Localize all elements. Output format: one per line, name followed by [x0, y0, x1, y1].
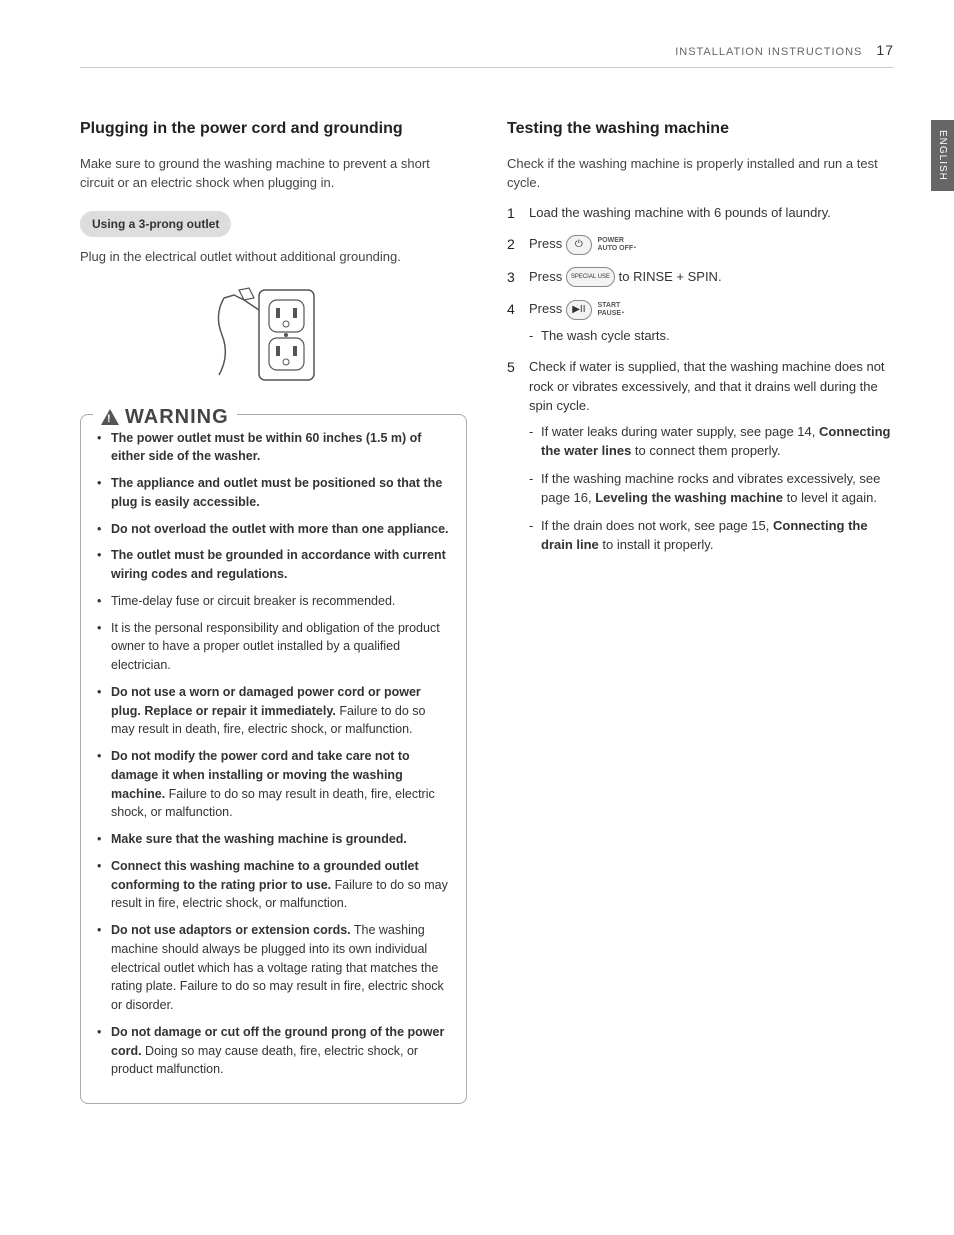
step-5-sub-item: If water leaks during water supply, see …: [529, 422, 894, 461]
warning-triangle-icon: [101, 409, 119, 425]
pill-desc: Plug in the electrical outlet without ad…: [80, 247, 467, 267]
warning-item: Time-delay fuse or circuit breaker is re…: [97, 592, 450, 611]
warning-item: Do not use a worn or damaged power cord …: [97, 683, 450, 739]
warning-box: WARNING The power outlet must be within …: [80, 414, 467, 1105]
power-button-label: POWERAUTO OFF: [597, 237, 633, 252]
warning-list: The power outlet must be within 60 inche…: [97, 429, 450, 1080]
step-4: Press ▶II STARTPAUSE. The wash cycle sta…: [507, 299, 894, 345]
pill-3prong: Using a 3-prong outlet: [80, 211, 231, 237]
step-5-sub-item: If the drain does not work, see page 15,…: [529, 516, 894, 555]
page-header: INSTALLATION INSTRUCTIONS 17: [80, 40, 894, 68]
right-column: Testing the washing machine Check if the…: [507, 118, 894, 1104]
start-pause-button-icon: ▶II: [566, 300, 592, 320]
language-tab: ENGLISH: [931, 120, 954, 191]
start-pause-button-label: STARTPAUSE: [597, 302, 621, 317]
page-number: 17: [876, 42, 894, 58]
warning-item: Do not overload the outlet with more tha…: [97, 520, 450, 539]
heading-testing: Testing the washing machine: [507, 118, 894, 140]
warning-item: The outlet must be grounded in accordanc…: [97, 546, 450, 584]
warning-item: The power outlet must be within 60 inche…: [97, 429, 450, 467]
warning-title: WARNING: [125, 402, 229, 432]
step-5-sub: If water leaks during water supply, see …: [529, 422, 894, 555]
power-button-icon: ⏻: [566, 235, 592, 255]
warning-item: It is the personal responsibility and ob…: [97, 619, 450, 675]
step-5-sub-item: If the washing machine rocks and vibrate…: [529, 469, 894, 508]
intro-testing: Check if the washing machine is properly…: [507, 154, 894, 193]
step-3: Press SPECIAL USE to RINSE + SPIN.: [507, 267, 894, 288]
step-4-sub: The wash cycle starts.: [529, 326, 894, 346]
warning-item: The appliance and outlet must be positio…: [97, 474, 450, 512]
warning-item: Do not modify the power cord and take ca…: [97, 747, 450, 822]
warning-item: Connect this washing machine to a ground…: [97, 857, 450, 913]
heading-plugging: Plugging in the power cord and grounding: [80, 118, 467, 140]
intro-grounding: Make sure to ground the washing machine …: [80, 154, 467, 193]
left-column: Plugging in the power cord and grounding…: [80, 118, 467, 1104]
step-4-sub-item: The wash cycle starts.: [529, 326, 894, 346]
step-2: Press ⏻ POWERAUTO OFF.: [507, 234, 894, 255]
warning-item: Do not use adaptors or extension cords. …: [97, 921, 450, 1015]
special-use-button-icon: SPECIAL USE: [566, 267, 615, 287]
warning-item: Do not damage or cut off the ground pron…: [97, 1023, 450, 1079]
warning-item: Make sure that the washing machine is gr…: [97, 830, 450, 849]
outlet-icon: [204, 280, 344, 390]
steps-list: Load the washing machine with 6 pounds o…: [507, 203, 894, 555]
warning-title-row: WARNING: [93, 402, 237, 432]
outlet-figure: [80, 280, 467, 396]
section-label: INSTALLATION INSTRUCTIONS: [675, 46, 862, 58]
step-5: Check if water is supplied, that the was…: [507, 357, 894, 555]
step-1: Load the washing machine with 6 pounds o…: [507, 203, 894, 223]
